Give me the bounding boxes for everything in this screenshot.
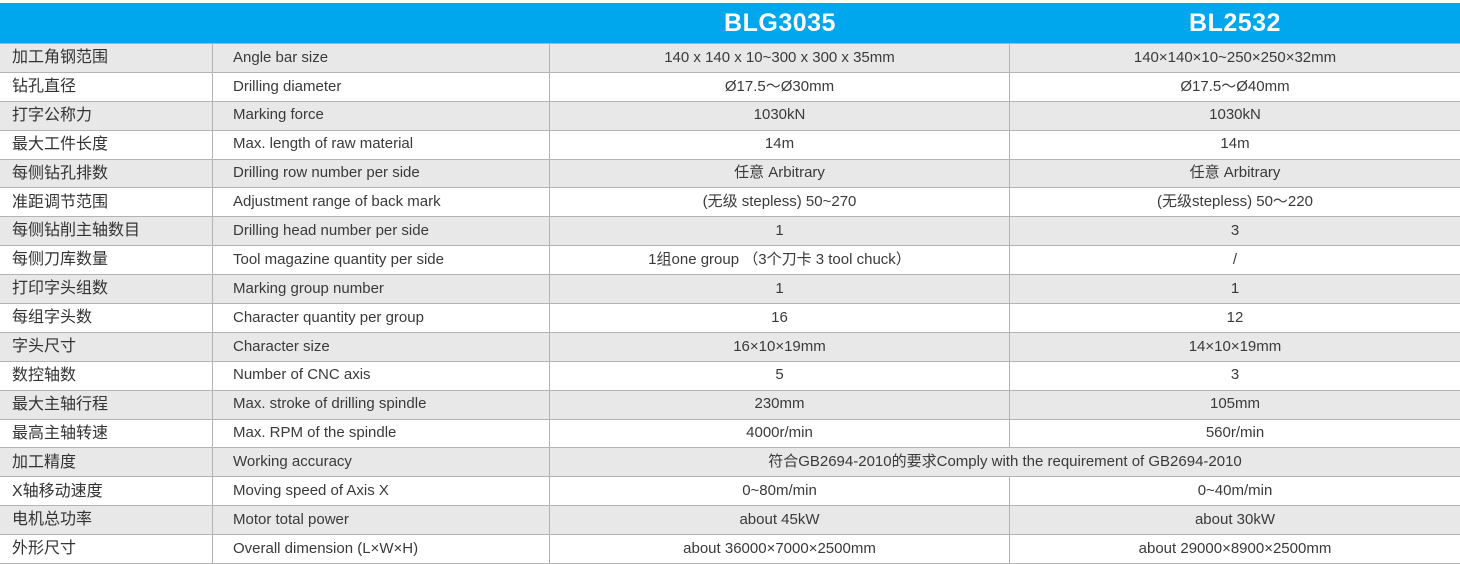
spec-label-cn: 每侧刀库数量 <box>0 246 213 275</box>
spec-label-en: Angle bar size <box>213 44 550 72</box>
spec-label-en: Character size <box>213 332 550 361</box>
table-row: 加工角钢范围 Angle bar size 140 x 140 x 10~300 x… <box>0 43 1460 72</box>
spec-label-cn: 打印字头组数 <box>0 275 213 304</box>
table-row: 打字公称力 Marking force 1030kN 1030kN <box>0 100 1460 130</box>
spec-label-en: Marking group number <box>213 275 550 304</box>
table-row: 准距调节范围 Adjustment range of back mark (无级 s… <box>0 187 1460 217</box>
table-row: 每侧钻削主轴数目 Drilling head number per side 1 3 <box>0 216 1460 246</box>
spec-label-en: Tool magazine quantity per side <box>213 246 550 275</box>
spec-value-bl2532: 560r/min <box>1205 424 1265 442</box>
spec-label-en: Drilling head number per side <box>213 217 550 246</box>
spec-value-blg3035: 16 <box>550 304 1010 332</box>
spec-label-en: Character quantity per group <box>213 304 550 332</box>
spec-value-blg3035: 任意 Arbitrary <box>550 159 1010 188</box>
spec-label-en: Working accuracy <box>213 448 550 477</box>
spec-label-en: Max. RPM of the spindle <box>213 419 550 448</box>
spec-value-blg3035: 14m <box>550 130 1010 159</box>
table-row: 最高主轴转速 Max. RPM of the spindle 4000r/min 56… <box>0 418 1460 448</box>
spec-label-en: Drilling row number per side <box>213 159 550 188</box>
spec-label-en: Overall dimension (L×W×H) <box>213 535 550 564</box>
table-row: 钻孔直径 Drilling diameter Ø17.5～Ø30mm Ø17.5～Ø4… <box>0 71 1460 101</box>
spec-label-en: Number of CNC axis <box>213 361 550 390</box>
spec-value-blg3035: 140 x 140 x 10~300 x 300 x 35mm <box>550 44 1010 72</box>
header-model-bl2532: BL2532 <box>1189 8 1281 37</box>
spec-label-en: Max. stroke of drilling spindle <box>213 390 550 419</box>
spec-value-bl2532: 1 <box>1230 279 1240 297</box>
spec-value-blg3035: 1组one group （3个刀卡 3 tool chuck） <box>550 246 1010 275</box>
spec-label-cn: X轴移动速度 <box>0 477 213 506</box>
table-header: BLG3035 BL2532 <box>0 3 1460 43</box>
spec-value-blg3035: 4000r/min <box>550 419 1010 448</box>
spec-value-bl2532: 1030kN <box>1209 106 1261 124</box>
spec-label-en: Motor total power <box>213 506 550 535</box>
table-row: 每侧钻孔排数 Drilling row number per side 任意 Arb… <box>0 158 1460 188</box>
spec-label-cn: 字头尺寸 <box>0 332 213 361</box>
table-row: 每侧刀库数量 Tool magazine quantity per side 1组o… <box>0 245 1460 275</box>
spec-label-cn: 加工角钢范围 <box>0 44 213 72</box>
header-model-blg3035: BLG3035 <box>724 8 836 37</box>
table-row: 外形尺寸 Overall dimension (L×W×H) about 36000… <box>0 534 1460 564</box>
spec-label-en: Drilling diameter <box>213 72 550 101</box>
table-row: 每组字头数 Character quantity per group 16 12 <box>0 303 1460 332</box>
spec-value-bl2532: Ø17.5～Ø40mm <box>1180 77 1290 95</box>
spec-value-bl2532: (无级stepless) 50～220 <box>1157 193 1313 211</box>
spec-label-cn: 加工精度 <box>0 448 213 477</box>
spec-value-blg3035: 5 <box>550 361 1010 390</box>
spec-value-bl2532: 14×10×19mm <box>1188 337 1282 355</box>
table-row: X轴移动速度 Moving speed of Axis X 0~80m/min 0~4… <box>0 476 1460 506</box>
spec-label-cn: 每组字头数 <box>0 304 213 332</box>
spec-value-blg3035: 1 <box>550 275 1010 304</box>
spec-value-blg3035: 0~80m/min <box>550 477 1010 506</box>
spec-value-blg3035: about 36000×7000×2500mm <box>550 535 1010 564</box>
spec-value-bl2532: 12 <box>1226 308 1244 326</box>
spec-value-bl2532: 105mm <box>1209 395 1261 413</box>
spec-label-cn: 外形尺寸 <box>0 535 213 564</box>
table-row: 最大主轴行程 Max. stroke of drilling spindle 230… <box>0 389 1460 419</box>
header-spacer <box>0 3 550 43</box>
spec-value-bl2532: 任意 Arbitrary <box>1189 164 1281 182</box>
table-row: 最大工件长度 Max. length of raw material 14m 14m <box>0 129 1460 159</box>
spec-label-en: Moving speed of Axis X <box>213 477 550 506</box>
spec-value-blg3035: 230mm <box>550 390 1010 419</box>
table-row: 字头尺寸 Character size 16×10×19mm 14×10×19mm <box>0 331 1460 361</box>
spec-label-cn: 打字公称力 <box>0 101 213 130</box>
spec-value-bl2532: 140×140×10~250×250×32mm <box>1133 48 1337 66</box>
spec-value-bl2532: / <box>1232 250 1238 268</box>
spec-value-blg3035: 1030kN <box>550 101 1010 130</box>
table-row: 数控轴数 Number of CNC axis 5 3 <box>0 360 1460 390</box>
spec-label-en: Max. length of raw material <box>213 130 550 159</box>
spec-label-cn: 最高主轴转速 <box>0 419 213 448</box>
spec-value-bl2532: about 29000×8900×2500mm <box>1138 539 1332 557</box>
spec-value-merged: 符合GB2694-2010的要求Comply with the requirem… <box>768 453 1242 471</box>
spec-value-blg3035: Ø17.5～Ø30mm <box>550 72 1010 101</box>
spec-label-cn: 钻孔直径 <box>0 72 213 101</box>
table-row: 电机总功率 Motor total power about 45kW about 30… <box>0 505 1460 535</box>
spec-value-bl2532: 14m <box>1220 135 1250 153</box>
spec-label-cn: 最大工件长度 <box>0 130 213 159</box>
spec-label-cn: 电机总功率 <box>0 506 213 535</box>
table-row: 打印字头组数 Marking group number 1 1 <box>0 274 1460 304</box>
spec-value-bl2532: 3 <box>1230 222 1240 240</box>
table-row: 加工精度 Working accuracy 符合GB2694-2010的要求Comp… <box>0 447 1460 477</box>
spec-value-bl2532: 0~40m/min <box>1197 482 1273 500</box>
table-body: 加工角钢范围 Angle bar size 140 x 140 x 10~300 x… <box>0 43 1460 564</box>
spec-value-bl2532: 3 <box>1230 366 1240 384</box>
spec-label-cn: 准距调节范围 <box>0 188 213 217</box>
spec-label-cn: 最大主轴行程 <box>0 390 213 419</box>
spec-value-blg3035: 1 <box>550 217 1010 246</box>
spec-label-cn: 每侧钻孔排数 <box>0 159 213 188</box>
spec-label-cn: 每侧钻削主轴数目 <box>0 217 213 246</box>
spec-label-en: Marking force <box>213 101 550 130</box>
spec-label-cn: 数控轴数 <box>0 361 213 390</box>
spec-value-bl2532: about 30kW <box>1194 510 1276 528</box>
spec-label-en: Adjustment range of back mark <box>213 188 550 217</box>
spec-value-blg3035: (无级 stepless) 50~270 <box>550 188 1010 217</box>
spec-value-blg3035: about 45kW <box>550 506 1010 535</box>
spec-value-blg3035: 16×10×19mm <box>550 332 1010 361</box>
